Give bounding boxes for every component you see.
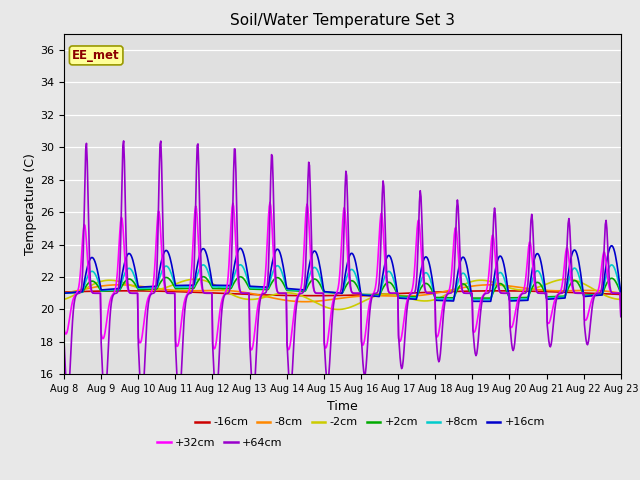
Title: Soil/Water Temperature Set 3: Soil/Water Temperature Set 3	[230, 13, 455, 28]
+64cm	[60, 338, 68, 344]
Legend: +32cm, +64cm: +32cm, +64cm	[153, 433, 287, 452]
-2cm	[563, 276, 570, 282]
+2cm	[127, 277, 135, 283]
Line: -8cm: -8cm	[64, 285, 621, 302]
-16cm	[60, 289, 68, 295]
-16cm	[214, 290, 221, 296]
-2cm	[184, 277, 192, 283]
-8cm	[214, 288, 221, 293]
-8cm	[70, 288, 78, 294]
+16cm	[60, 290, 68, 296]
+64cm	[70, 301, 78, 307]
-2cm	[70, 292, 78, 298]
-16cm	[411, 290, 419, 296]
+64cm	[120, 138, 127, 144]
Line: +32cm: +32cm	[64, 203, 621, 350]
+64cm	[617, 314, 625, 320]
-2cm	[214, 283, 221, 289]
+16cm	[127, 253, 135, 259]
+8cm	[237, 262, 244, 268]
+8cm	[184, 284, 192, 290]
-2cm	[428, 298, 435, 303]
+32cm	[428, 290, 436, 296]
-2cm	[127, 283, 135, 288]
-8cm	[301, 299, 308, 305]
+64cm	[428, 290, 436, 296]
+8cm	[60, 290, 68, 296]
-16cm	[184, 289, 192, 295]
-16cm	[127, 288, 135, 294]
+32cm	[214, 331, 221, 336]
+16cm	[607, 243, 615, 249]
-8cm	[487, 282, 495, 288]
+32cm	[266, 200, 274, 205]
X-axis label: Time: Time	[327, 400, 358, 413]
Y-axis label: Temperature (C): Temperature (C)	[24, 153, 37, 255]
-16cm	[70, 289, 78, 295]
+64cm	[138, 398, 146, 404]
+32cm	[617, 312, 625, 318]
+2cm	[184, 286, 192, 291]
Line: +64cm: +64cm	[64, 141, 621, 401]
+16cm	[617, 290, 625, 296]
Line: +16cm: +16cm	[64, 246, 621, 301]
-8cm	[411, 293, 419, 299]
+16cm	[410, 296, 418, 302]
-8cm	[184, 288, 192, 294]
-2cm	[411, 297, 419, 302]
+8cm	[477, 297, 485, 302]
Line: -2cm: -2cm	[64, 279, 621, 310]
-8cm	[617, 290, 625, 296]
-8cm	[60, 290, 68, 296]
+8cm	[428, 279, 435, 285]
Line: +2cm: +2cm	[64, 276, 621, 298]
+16cm	[70, 289, 78, 295]
-8cm	[428, 291, 435, 297]
+16cm	[214, 282, 221, 288]
+32cm	[184, 290, 192, 296]
+32cm	[60, 326, 68, 332]
-2cm	[334, 307, 342, 312]
-2cm	[617, 297, 625, 302]
+64cm	[412, 287, 419, 292]
+16cm	[184, 282, 192, 288]
-16cm	[428, 289, 435, 295]
+32cm	[412, 251, 419, 257]
+32cm	[70, 294, 78, 300]
+8cm	[127, 267, 135, 273]
+2cm	[70, 290, 78, 296]
-16cm	[617, 291, 625, 297]
+8cm	[214, 284, 221, 290]
+64cm	[128, 290, 136, 296]
-8cm	[127, 282, 135, 288]
+64cm	[186, 290, 193, 296]
+2cm	[617, 290, 625, 296]
+2cm	[214, 286, 222, 291]
+2cm	[428, 286, 435, 291]
+2cm	[200, 274, 207, 279]
+2cm	[60, 290, 68, 296]
+32cm	[248, 347, 255, 353]
-2cm	[60, 297, 68, 302]
+64cm	[215, 360, 223, 366]
Text: EE_met: EE_met	[72, 49, 120, 62]
Line: +8cm: +8cm	[64, 265, 621, 300]
-16cm	[308, 293, 316, 299]
+32cm	[127, 290, 135, 296]
+8cm	[411, 295, 419, 301]
+8cm	[617, 290, 625, 296]
+16cm	[426, 265, 434, 271]
+2cm	[477, 295, 485, 301]
+2cm	[411, 294, 419, 300]
+16cm	[477, 299, 485, 304]
Line: -16cm: -16cm	[64, 291, 621, 296]
-16cm	[495, 288, 502, 294]
+8cm	[70, 289, 78, 295]
